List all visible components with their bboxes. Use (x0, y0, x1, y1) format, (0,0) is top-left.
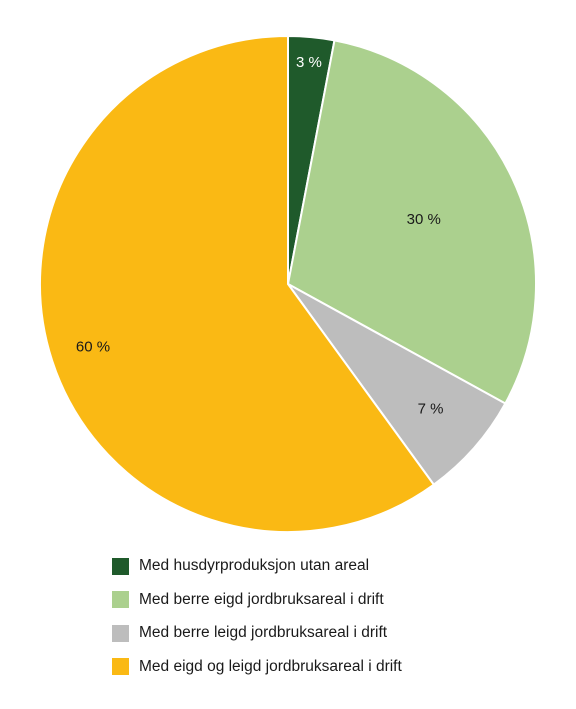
slice-value-label-2: 7 % (418, 401, 444, 418)
legend-swatch (112, 591, 129, 608)
chart-legend: Med husdyrproduksjon utan areal Med berre… (112, 553, 402, 687)
legend-swatch (112, 624, 129, 642)
slice-value-label-1: 30 % (407, 211, 441, 228)
pie-slice-1 (286, 39, 537, 405)
slice-value-label-3: 60 % (76, 338, 110, 355)
legend-label: Med berre leigd jordbruksareal i drift (139, 624, 388, 641)
legend-item-3: Med eigd og leigd jordbruksareal i drift (112, 654, 402, 680)
legend-item-2: Med berre leigd jordbruksareal i drift (112, 620, 402, 646)
legend-label: Med eigd og leigd jordbruksareal i drift (139, 657, 402, 675)
legend-label: Med berre eigd jordbruksareal i drift (139, 590, 384, 608)
slice-value-label-0: 3 % (296, 54, 322, 71)
pie-slice-2 (287, 283, 507, 487)
legend-item-1: Med berre eigd jordbruksareal i drift (112, 587, 402, 613)
legend-item-0: Med husdyrproduksjon utan areal (112, 553, 402, 579)
legend-swatch (112, 658, 129, 675)
legend-label: Med husdyrproduksjon utan areal (139, 557, 370, 574)
pie-slice-3 (39, 34, 436, 533)
pie-chart: 3 % 30 % 7 % 60 % (39, 34, 537, 533)
legend-swatch (112, 557, 129, 575)
